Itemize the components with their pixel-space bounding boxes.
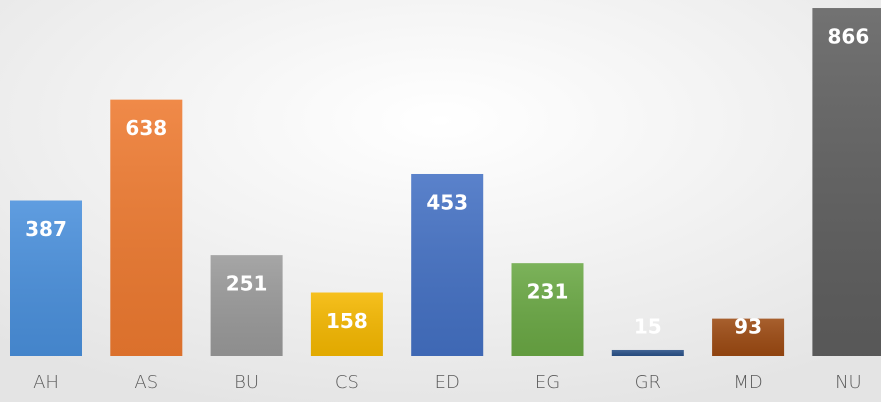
bar-sheen [310,292,383,356]
value-label: 93 [734,315,762,339]
x-tick-label: AS [134,372,158,393]
bar-sheen [812,8,881,357]
bar-sheen [511,263,584,356]
bar-sheen [611,349,684,356]
x-tick-label: NU [835,372,862,393]
bar-sheen [411,173,484,356]
bar-sheen [110,99,183,356]
x-tick-label: EG [535,372,560,393]
value-label: 15 [634,315,662,339]
x-tick-label: CS [335,372,359,393]
x-tick-label: MD [733,372,762,393]
value-label: 158 [326,309,368,333]
bar-sheen [10,200,82,356]
value-label: 387 [25,217,67,241]
x-tick-label: BU [234,372,259,393]
value-label: 453 [426,190,468,214]
value-label: 231 [527,280,569,304]
x-tick-label: GR [635,372,661,393]
bar-sheen [210,255,283,356]
value-label: 638 [125,116,167,140]
value-label: 251 [226,272,268,296]
x-tick-label: AH [33,372,59,393]
x-tick-label: ED [435,372,460,393]
bar-sheen [712,318,785,356]
value-label: 866 [828,25,870,49]
